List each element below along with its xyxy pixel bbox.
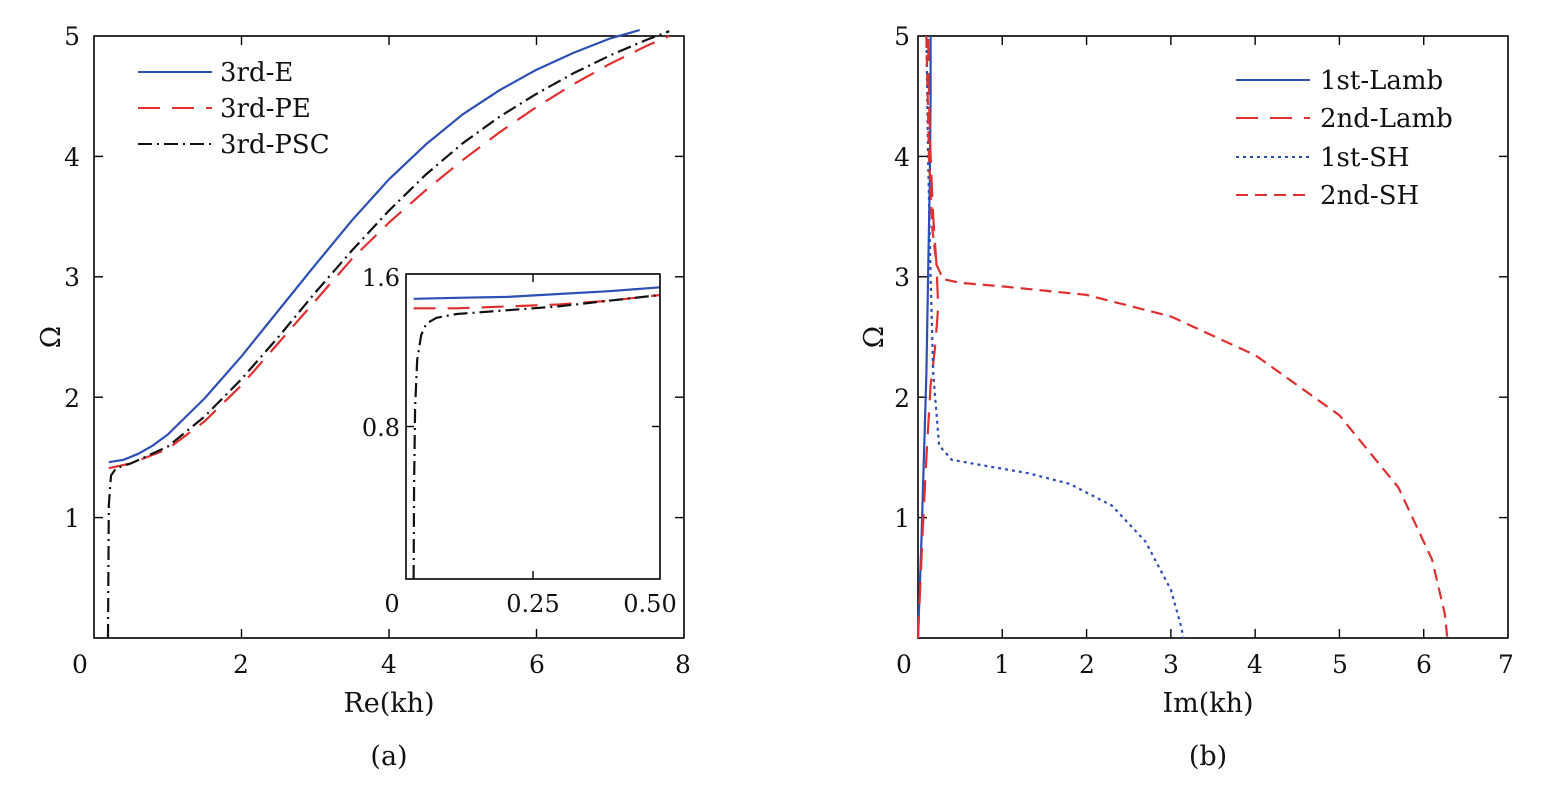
- panel-a-legend: 3rd-E 3rd-PE 3rd-PSC: [138, 58, 330, 160]
- panel-b-xtick-label: 2: [1079, 650, 1095, 679]
- panel-b-xtick-label: 5: [1332, 650, 1348, 679]
- panel-a: 0 2 4 6 8 1 2 3 4 5 Re(kh) Ω (a) 3rd-E 3…: [36, 22, 691, 772]
- legend-label-2nd-lamb: 2nd-Lamb: [1320, 104, 1453, 134]
- panel-b-legend: 1st-Lamb 2nd-Lamb 1st-SH 2nd-SH: [1236, 66, 1453, 211]
- inset-series-3rd-e: [413, 286, 661, 300]
- panel-b-ylabel: Ω: [859, 326, 890, 348]
- panel-b-series-2nd-sh: [925, 35, 1449, 639]
- legend-label-2nd-sh: 2nd-SH: [1320, 181, 1419, 211]
- panel-b-xlabel: Im(kh): [1162, 688, 1253, 719]
- panel-b-xtick-label: 6: [1416, 650, 1432, 679]
- inset-background: [406, 274, 660, 579]
- panel-a-ticks: [94, 36, 684, 638]
- panel-a-series-3rd-e: [108, 28, 641, 464]
- legend-label-3rd-pe: 3rd-PE: [220, 94, 311, 124]
- legend-label-3rd-e: 3rd-E: [220, 58, 293, 88]
- panel-a-series: [106, 28, 670, 639]
- panel-a-ytick-label: 5: [64, 22, 80, 51]
- panel-b-ytick-label: 1: [894, 504, 910, 533]
- inset-frame: [405, 273, 661, 580]
- panel-b: 0 1 2 3 4 5 6 7 1 2 3 4 5 Im(kh) Ω (b) 1…: [859, 22, 1514, 772]
- panel-b-frame: [917, 35, 1509, 639]
- panel-b-series-2nd-lamb: [916, 35, 940, 639]
- legend-label-3rd-psc: 3rd-PSC: [220, 130, 330, 160]
- panel-b-ticks: [918, 36, 1508, 638]
- panel-a-ytick-label: 1: [64, 504, 80, 533]
- panel-b-ytick-label: 2: [894, 384, 910, 413]
- panel-a-xtick-label: 2: [233, 650, 249, 679]
- inset-series-3rd-psc: [412, 293, 661, 580]
- inset-series: [412, 286, 661, 580]
- panel-a-xlabel: Re(kh): [343, 688, 434, 719]
- inset-ticks: [406, 274, 660, 579]
- panel-a-ytick-label: 2: [64, 384, 80, 413]
- panel-a-ylabel: Ω: [36, 326, 67, 348]
- panel-b-caption: (b): [1189, 741, 1227, 772]
- panel-b-xtick-label: 4: [1247, 650, 1263, 679]
- inset-xtick-label: 0.50: [623, 590, 676, 618]
- panel-a-xtick-origin: 0: [72, 650, 88, 679]
- panel-b-ytick-label: 5: [894, 22, 910, 51]
- inset-ytick-label: 1.6: [362, 264, 400, 292]
- inset-xtick-label: 0.25: [506, 590, 559, 618]
- panel-b-ytick-label: 3: [894, 263, 910, 292]
- panel-b-series-1st-sh: [925, 35, 1185, 639]
- panel-b-xtick-origin: 0: [896, 650, 912, 679]
- panel-b-xtick-label: 7: [1498, 650, 1514, 679]
- legend-label-1st-sh: 1st-SH: [1320, 143, 1410, 173]
- panel-a-caption: (a): [370, 741, 407, 772]
- panel-a-xtick-label: 4: [381, 650, 397, 679]
- panel-a-xtick-label: 8: [675, 650, 691, 679]
- panel-b-xtick-label: 3: [1163, 650, 1179, 679]
- panel-b-ytick-label: 4: [894, 143, 910, 172]
- panel-a-ytick-label: 4: [64, 143, 80, 172]
- inset-ytick-label: 0.8: [362, 414, 400, 442]
- panel-b-xtick-label: 1: [994, 650, 1010, 679]
- panel-b-series: [916, 35, 1449, 639]
- panel-a-series-3rd-psc: [106, 30, 670, 639]
- inset-xtick-label: 0: [384, 590, 399, 618]
- panel-a-xtick-label: 6: [529, 650, 545, 679]
- panel-a-ytick-label: 3: [64, 263, 80, 292]
- panel-a-series-3rd-pe: [108, 34, 670, 470]
- legend-label-1st-lamb: 1st-Lamb: [1320, 66, 1443, 96]
- panel-a-inset: 0 0.25 0.50 0.8 1.6: [362, 264, 677, 618]
- inset-series-3rd-pe: [413, 293, 661, 310]
